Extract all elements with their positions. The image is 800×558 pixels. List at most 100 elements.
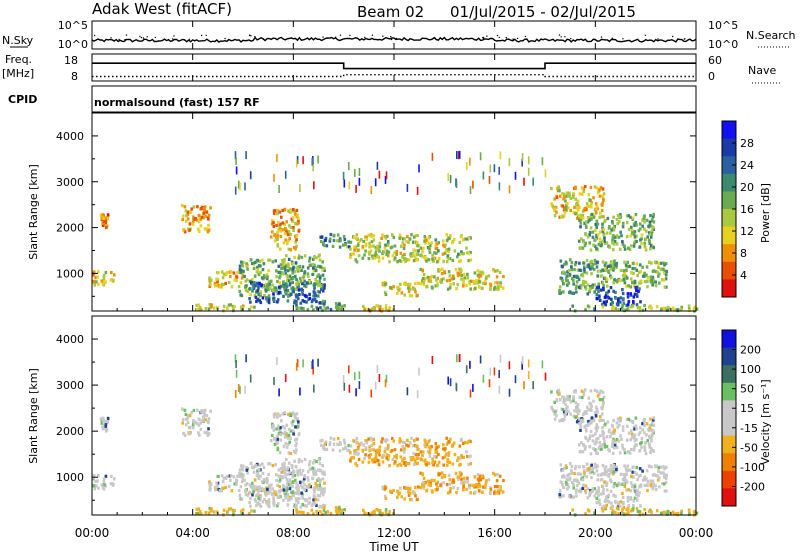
power-cell <box>199 224 203 228</box>
velocity-cell <box>402 450 406 454</box>
velocity-cell <box>284 374 287 383</box>
velocity-cell <box>272 412 276 417</box>
power-cell <box>446 287 450 291</box>
power-cell <box>391 254 395 258</box>
velocity-cell <box>595 489 599 493</box>
velocity-cell <box>377 463 381 467</box>
nsearch-point <box>254 35 256 38</box>
velocity-cell <box>358 371 361 380</box>
power-cell <box>295 208 299 212</box>
velocity-cell <box>627 431 631 435</box>
velocity-cell <box>588 491 592 495</box>
velocity-cell <box>244 483 247 487</box>
velocity-cell <box>100 483 104 487</box>
power-cell <box>320 287 323 291</box>
power-cell <box>427 258 431 262</box>
velocity-cell <box>313 494 316 498</box>
velocity-cell <box>593 487 597 491</box>
power-cell <box>274 235 278 239</box>
power-cell <box>279 234 283 239</box>
power-cell <box>496 287 499 291</box>
power-cell <box>643 220 646 224</box>
velocity-cell <box>582 484 586 488</box>
velocity-cell <box>306 476 310 480</box>
power-cell <box>599 269 603 273</box>
velocity-cell <box>454 471 458 475</box>
power-cell <box>645 273 648 277</box>
power-cell <box>567 206 570 210</box>
velocity-cell <box>629 489 633 493</box>
velocity-cell <box>629 419 632 423</box>
velocity-cell <box>635 489 638 494</box>
velocity-cell <box>435 446 439 450</box>
power-cell <box>401 255 404 259</box>
power-cell <box>673 308 676 312</box>
velocity-cell <box>559 480 563 484</box>
power-cell <box>575 284 578 288</box>
velocity-cell <box>594 432 597 436</box>
power-cell <box>287 247 291 251</box>
velocity-cell <box>643 483 647 487</box>
nsearch-point <box>125 34 128 36</box>
velocity-cell <box>342 438 346 442</box>
power-cell <box>619 296 623 300</box>
power-cell <box>306 281 309 285</box>
velocity-cell <box>623 475 627 479</box>
power-cell <box>662 267 665 271</box>
power-cell <box>437 249 440 253</box>
power-cell <box>440 272 444 276</box>
velocity-cell <box>209 487 212 491</box>
power-cell <box>572 195 575 199</box>
power-cell <box>383 246 387 250</box>
velocity-cell <box>422 476 426 480</box>
power-cell <box>582 280 586 284</box>
power-cell <box>646 235 649 239</box>
velocity-cell <box>213 485 217 489</box>
power-cell <box>197 220 201 224</box>
power-cell <box>616 213 620 218</box>
velocity-cell <box>587 420 590 424</box>
velocity-cell <box>409 498 412 502</box>
power-cell <box>611 248 615 252</box>
velocity-cell <box>600 418 604 422</box>
power-cell <box>316 307 319 311</box>
power-cell <box>442 243 445 247</box>
velocity-cell <box>304 488 308 493</box>
power-cell <box>633 281 637 285</box>
velocity-cell <box>644 441 648 445</box>
power-cell <box>251 283 255 287</box>
velocity-cell <box>240 480 244 484</box>
velocity-cell <box>596 473 600 477</box>
power-cell <box>294 221 297 225</box>
power-cell <box>284 282 288 286</box>
velocity-cell <box>276 434 279 438</box>
velocity-cell <box>414 485 417 489</box>
power-cell <box>393 258 396 262</box>
velocity-cell <box>384 440 388 444</box>
velocity-cell <box>278 474 281 478</box>
power-cell <box>554 205 558 209</box>
power-cell <box>281 208 284 212</box>
power-cell <box>364 242 368 246</box>
power-cell <box>448 286 452 290</box>
power-cell <box>469 279 473 283</box>
velocity-cell <box>373 460 377 464</box>
velocity-cell <box>301 503 304 507</box>
velocity-cell <box>292 432 295 436</box>
power-cell <box>410 233 413 237</box>
velocity-cell <box>313 384 315 393</box>
power-cell <box>381 307 384 311</box>
velocity-cell <box>380 440 383 444</box>
velocity-colorbar-tick-label: 100 <box>740 363 761 376</box>
velocity-cell <box>290 465 294 469</box>
velocity-cell <box>628 468 631 472</box>
velocity-cell <box>434 450 438 454</box>
velocity-cell <box>607 468 610 472</box>
velocity-cell <box>492 471 495 475</box>
velocity-cell <box>102 423 106 427</box>
power-cell <box>378 170 381 179</box>
power-cell <box>469 287 472 291</box>
velocity-cell <box>312 470 315 474</box>
power-cell <box>216 280 219 284</box>
power-cell <box>190 207 193 211</box>
